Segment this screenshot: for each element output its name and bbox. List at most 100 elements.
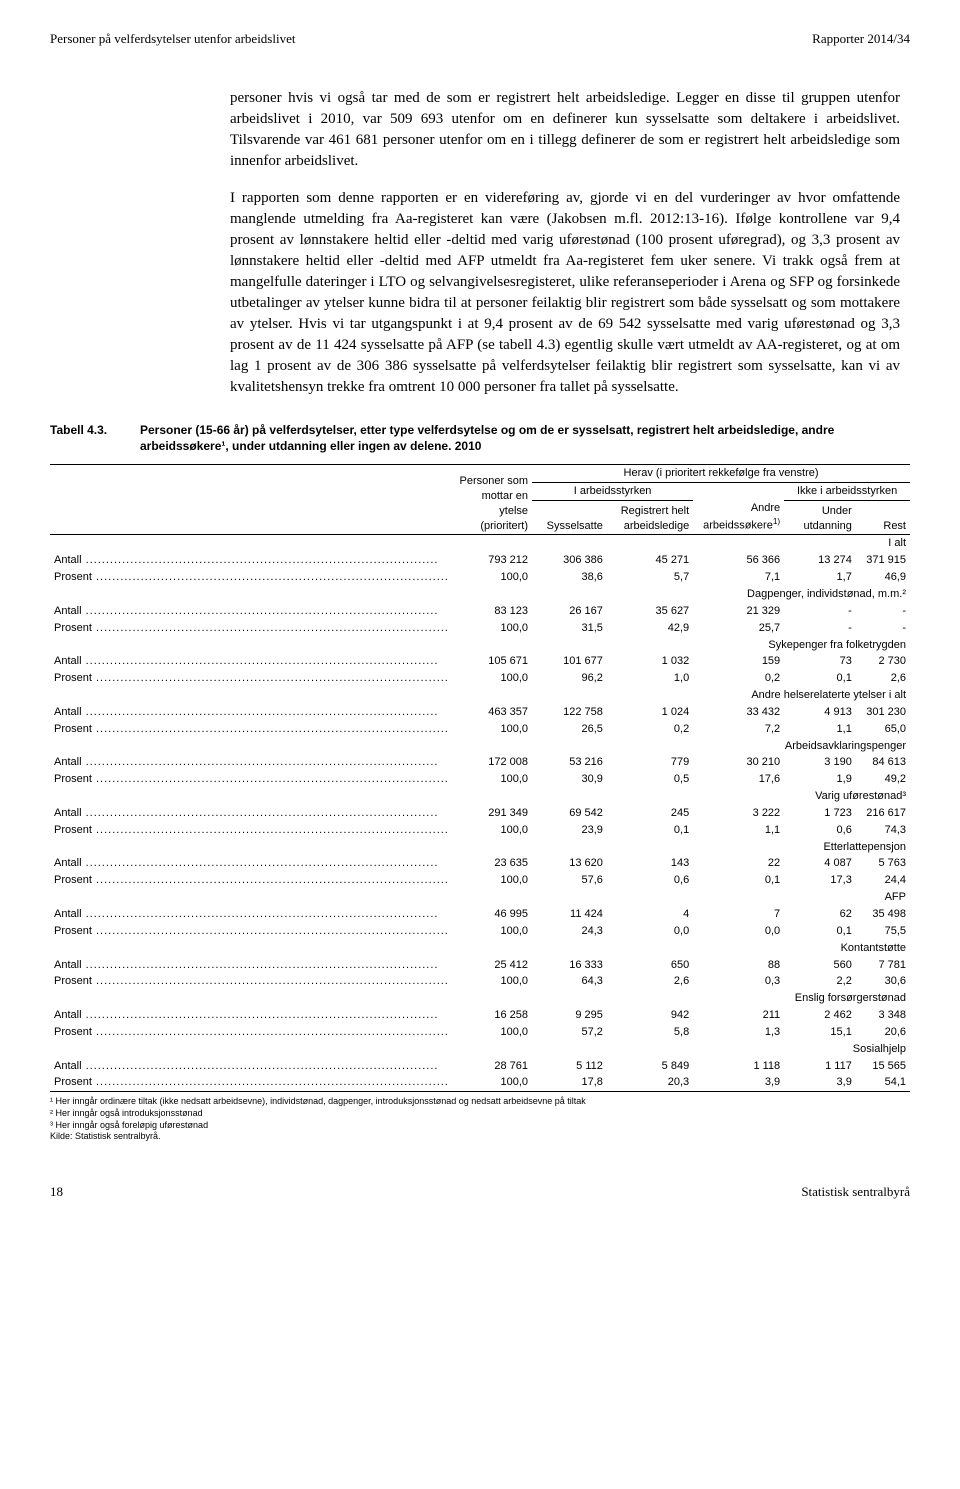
- data-cell: 100,0: [453, 822, 532, 839]
- data-cell: 13 274: [784, 552, 856, 569]
- data-cell: 560: [784, 957, 856, 974]
- row-label: Antall: [50, 1058, 453, 1075]
- data-cell: 2,6: [607, 973, 693, 990]
- data-cell: 1 024: [607, 704, 693, 721]
- row-label: Prosent: [50, 1024, 453, 1041]
- data-cell: 100,0: [453, 670, 532, 687]
- data-table: Personer som mottar en ytelse (prioriter…: [50, 464, 910, 1092]
- data-cell: 216 617: [856, 805, 910, 822]
- row-label: Antall: [50, 855, 453, 872]
- header-right: Rapporter 2014/34: [812, 30, 910, 48]
- col-andre: Andre arbeidssøkere1): [693, 500, 784, 535]
- data-cell: 31,5: [532, 620, 607, 637]
- row-label: Prosent: [50, 822, 453, 839]
- group-out: Ikke i arbeidsstyrken: [784, 482, 910, 500]
- data-cell: 42,9: [607, 620, 693, 637]
- data-cell: 1 723: [784, 805, 856, 822]
- data-cell: 3 222: [693, 805, 784, 822]
- data-cell: 100,0: [453, 771, 532, 788]
- footnote-line: ² Her inngår også introduksjonsstønad: [50, 1108, 910, 1120]
- data-cell: 49,2: [856, 771, 910, 788]
- group-header: Sykepenger fra folketrygden: [50, 637, 910, 654]
- data-cell: 96,2: [532, 670, 607, 687]
- row-label: Prosent: [50, 973, 453, 990]
- data-cell: 20,6: [856, 1024, 910, 1041]
- table-footnotes: ¹ Her inngår ordinære tiltak (ikke nedsa…: [50, 1096, 910, 1143]
- data-cell: 105 671: [453, 653, 532, 670]
- group-header: Arbeidsavklaringspenger: [50, 738, 910, 755]
- data-cell: 26 167: [532, 603, 607, 620]
- data-cell: 46,9: [856, 569, 910, 586]
- row-label: Prosent: [50, 872, 453, 889]
- data-cell: 100,0: [453, 973, 532, 990]
- data-cell: 57,6: [532, 872, 607, 889]
- data-cell: 0,1: [784, 670, 856, 687]
- data-cell: 3,9: [693, 1074, 784, 1091]
- table-title: Personer (15-66 år) på velferdsytelser, …: [140, 422, 910, 454]
- data-cell: 9 295: [532, 1007, 607, 1024]
- footnote-line: ³ Her inngår også foreløpig uførestønad: [50, 1120, 910, 1132]
- data-cell: 4 087: [784, 855, 856, 872]
- data-cell: 100,0: [453, 1074, 532, 1091]
- data-cell: 17,8: [532, 1074, 607, 1091]
- data-cell: 0,6: [784, 822, 856, 839]
- data-cell: 3 190: [784, 754, 856, 771]
- data-cell: 26,5: [532, 721, 607, 738]
- data-cell: 22: [693, 855, 784, 872]
- data-cell: 793 212: [453, 552, 532, 569]
- data-cell: 17,6: [693, 771, 784, 788]
- group-header: Andre helserelaterte ytelser i alt: [50, 687, 910, 704]
- super-header: Herav (i prioritert rekkefølge fra venst…: [532, 464, 910, 482]
- data-cell: 0,3: [693, 973, 784, 990]
- data-cell: 172 008: [453, 754, 532, 771]
- data-cell: 30,9: [532, 771, 607, 788]
- data-cell: 463 357: [453, 704, 532, 721]
- col-registrert: Registrert helt arbeidsledige: [607, 500, 693, 535]
- data-cell: 2 730: [856, 653, 910, 670]
- data-cell: 5 849: [607, 1058, 693, 1075]
- row-label: Antall: [50, 805, 453, 822]
- row-label: Antall: [50, 754, 453, 771]
- data-cell: 0,2: [607, 721, 693, 738]
- footer-source: Statistisk sentralbyrå: [801, 1183, 910, 1201]
- row-label: Antall: [50, 957, 453, 974]
- table-number: Tabell 4.3.: [50, 422, 140, 454]
- row-label: Antall: [50, 603, 453, 620]
- data-cell: 38,6: [532, 569, 607, 586]
- data-cell: 65,0: [856, 721, 910, 738]
- data-cell: 1,1: [784, 721, 856, 738]
- page-header: Personer på velferdsytelser utenfor arbe…: [50, 30, 910, 48]
- data-cell: 5,7: [607, 569, 693, 586]
- data-cell: 942: [607, 1007, 693, 1024]
- col-rest: Rest: [856, 500, 910, 535]
- data-cell: 7,1: [693, 569, 784, 586]
- row-label: Antall: [50, 552, 453, 569]
- data-cell: 159: [693, 653, 784, 670]
- data-cell: 0,0: [607, 923, 693, 940]
- data-cell: 35 498: [856, 906, 910, 923]
- row-label: Prosent: [50, 670, 453, 687]
- group-header: I alt: [50, 535, 910, 552]
- data-cell: 650: [607, 957, 693, 974]
- data-cell: 7: [693, 906, 784, 923]
- data-cell: 57,2: [532, 1024, 607, 1041]
- row-label: Antall: [50, 653, 453, 670]
- data-cell: 75,5: [856, 923, 910, 940]
- data-cell: 0,1: [784, 923, 856, 940]
- row-label: Prosent: [50, 771, 453, 788]
- row-label: Antall: [50, 1007, 453, 1024]
- data-cell: 0,2: [693, 670, 784, 687]
- data-cell: -: [856, 603, 910, 620]
- col-sysselsatte: Sysselsatte: [532, 500, 607, 535]
- data-cell: 83 123: [453, 603, 532, 620]
- data-cell: 245: [607, 805, 693, 822]
- page-footer: 18 Statistisk sentralbyrå: [50, 1183, 910, 1201]
- data-cell: 3 348: [856, 1007, 910, 1024]
- data-cell: 779: [607, 754, 693, 771]
- data-cell: 23 635: [453, 855, 532, 872]
- data-cell: 100,0: [453, 721, 532, 738]
- data-cell: 16 333: [532, 957, 607, 974]
- data-cell: 2,2: [784, 973, 856, 990]
- group-header: Kontantstøtte: [50, 940, 910, 957]
- data-cell: 1 118: [693, 1058, 784, 1075]
